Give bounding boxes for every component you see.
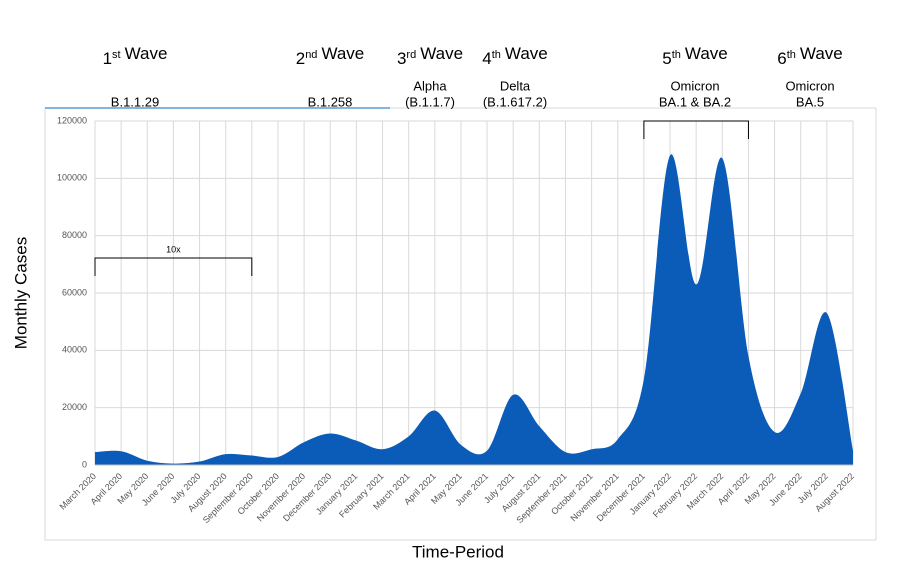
variant-label: Omicron bbox=[670, 78, 719, 93]
y-tick-label: 100000 bbox=[57, 173, 87, 183]
variant-label: B.1.258 bbox=[308, 94, 353, 109]
x-tick-label: March 2020 bbox=[57, 471, 98, 512]
bracket bbox=[643, 120, 749, 139]
wave-title: 2nd Wave bbox=[296, 44, 365, 68]
wave-title: 5th Wave bbox=[662, 44, 727, 68]
wave-suffix: th bbox=[672, 49, 681, 61]
wave-number: 3 bbox=[397, 49, 406, 68]
variant-label: (B.1.1.7) bbox=[405, 94, 455, 109]
y-tick-label: 60000 bbox=[62, 287, 87, 297]
wave-suffix: rd bbox=[406, 49, 416, 61]
wave-word: Wave bbox=[420, 44, 463, 63]
variant-label: Omicron bbox=[785, 78, 834, 93]
wave-number: 2 bbox=[296, 49, 305, 68]
wave-word: Wave bbox=[505, 44, 548, 63]
wave-word: Wave bbox=[125, 44, 168, 63]
variant-label: BA.5 bbox=[796, 94, 824, 109]
variant-label: BA.1 & BA.2 bbox=[659, 94, 731, 109]
wave-number: 1 bbox=[103, 49, 112, 68]
y-tick-label: 120000 bbox=[57, 115, 87, 125]
wave-suffix: nd bbox=[305, 49, 317, 61]
area bbox=[95, 154, 853, 465]
y-tick-label: 0 bbox=[82, 459, 87, 469]
variant-label: Alpha bbox=[413, 78, 447, 93]
variant-label: B.1.1.29 bbox=[111, 94, 159, 109]
variant-label: Delta bbox=[500, 78, 531, 93]
y-tick-label: 40000 bbox=[62, 345, 87, 355]
y-tick-label: 20000 bbox=[62, 402, 87, 412]
wave-number: 5 bbox=[662, 49, 671, 68]
y-axis-label: Monthly Cases bbox=[11, 237, 30, 349]
wave-title: 1st Wave bbox=[103, 44, 168, 68]
wave-title: 4th Wave bbox=[482, 44, 547, 68]
bracket bbox=[94, 257, 253, 276]
wave-suffix: th bbox=[492, 49, 501, 61]
wave-number: 6 bbox=[777, 49, 786, 68]
wave-suffix: st bbox=[112, 49, 121, 61]
wave-suffix: th bbox=[787, 49, 796, 61]
bracket-label: 10x bbox=[166, 244, 181, 254]
wave-word: Wave bbox=[685, 44, 728, 63]
wave-number: 4 bbox=[482, 49, 491, 68]
wave-word: Wave bbox=[800, 44, 843, 63]
wave-word: Wave bbox=[321, 44, 364, 63]
chart-border bbox=[44, 107, 877, 541]
variant-label: (B.1.617.2) bbox=[483, 94, 547, 109]
y-tick-label: 80000 bbox=[62, 230, 87, 240]
x-axis-label: Time-Period bbox=[412, 542, 504, 561]
wave-title: 3rd Wave bbox=[397, 44, 463, 68]
wave-title: 6th Wave bbox=[777, 44, 842, 68]
